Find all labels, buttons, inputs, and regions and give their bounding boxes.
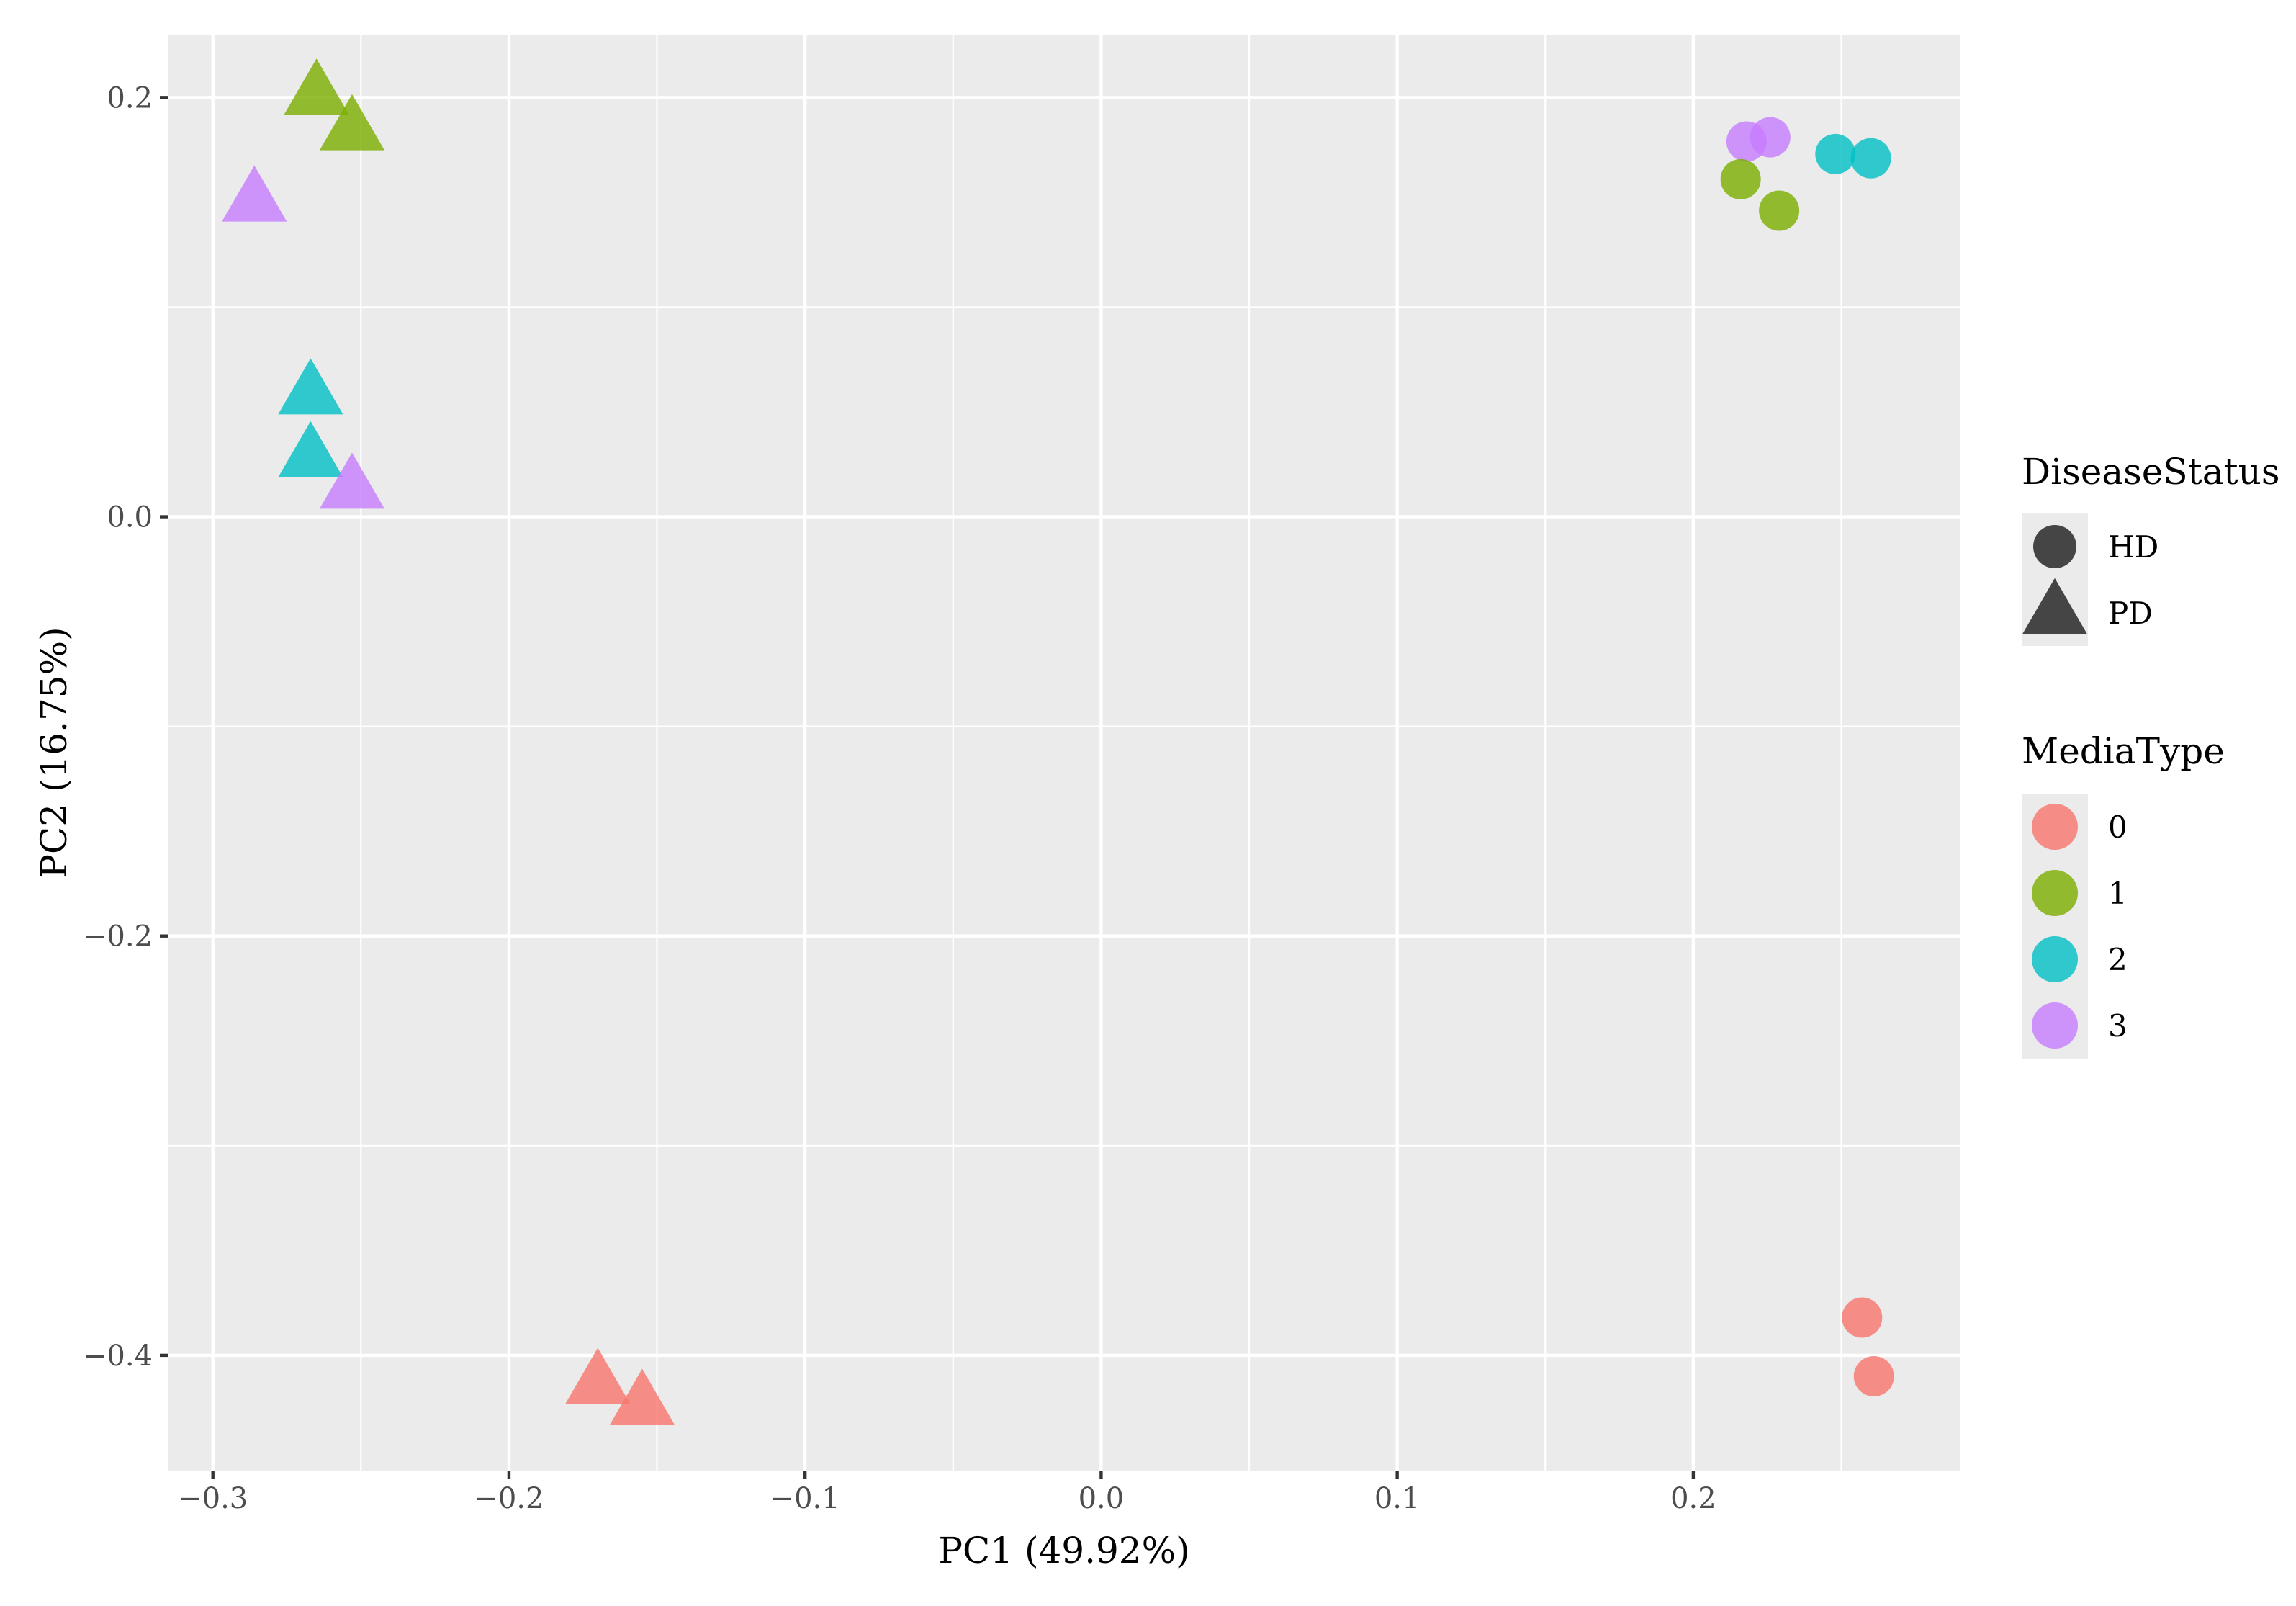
x-axis-title: PC1 (49.92%) — [938, 1530, 1189, 1571]
y-axis: −0.4 −0.2 0.0 0.2 — [83, 81, 168, 1373]
x-tick-label: −0.2 — [474, 1482, 544, 1515]
legend-key-swatch — [2032, 804, 2078, 850]
y-axis-title: PC2 (16.75%) — [33, 627, 75, 878]
x-tick-label: −0.3 — [178, 1482, 248, 1515]
y-tick-label: −0.2 — [83, 920, 153, 954]
x-tick-label: 0.2 — [1670, 1482, 1716, 1515]
point-triangle — [278, 421, 343, 477]
legend-key-swatch — [2032, 936, 2078, 982]
point-circle — [1759, 190, 1800, 231]
grid-major — [168, 35, 1960, 1471]
x-tick-label: 0.0 — [1079, 1482, 1125, 1515]
legend-key-swatch — [2032, 870, 2078, 916]
point-triangle — [222, 165, 287, 222]
legend-media-type-title: MediaType — [2022, 730, 2225, 772]
y-tick-label: 0.0 — [107, 501, 153, 534]
point-circle — [1750, 117, 1791, 158]
legend-label: PD — [2108, 596, 2153, 631]
point-triangle — [565, 1347, 631, 1404]
plot-panel — [168, 35, 1960, 1471]
legend-disease-status-title: DiseaseStatus — [2022, 451, 2280, 493]
point-triangle — [278, 358, 343, 415]
y-tick-label: −0.4 — [83, 1340, 153, 1373]
point-triangle — [609, 1368, 675, 1425]
y-tick-label: 0.2 — [107, 81, 153, 115]
legend-label: 0 — [2108, 809, 2128, 845]
point-triangle — [319, 94, 385, 151]
x-axis: −0.3 −0.2 −0.1 0.0 0.1 0.2 — [178, 1471, 1716, 1515]
point-triangle — [319, 452, 385, 509]
x-tick-label: 0.1 — [1374, 1482, 1421, 1515]
legend-label: 1 — [2108, 876, 2128, 911]
legend-label: 3 — [2108, 1008, 2128, 1044]
legend-key-circle — [2033, 525, 2076, 568]
legend-media-type: MediaType 0 1 2 3 — [2022, 730, 2225, 1059]
point-circle — [1850, 138, 1891, 179]
point-circle — [1853, 1356, 1894, 1397]
point-circle — [1815, 133, 1856, 174]
grid-minor — [168, 35, 1960, 1471]
point-circle — [1720, 158, 1761, 199]
x-tick-label: −0.1 — [770, 1482, 840, 1515]
legend-disease-status: DiseaseStatus HD PD — [2022, 451, 2280, 646]
point-triangle — [284, 58, 349, 115]
legend-label: 2 — [2108, 942, 2128, 977]
legend-label: HD — [2108, 529, 2158, 565]
legend-key-swatch — [2032, 1002, 2078, 1049]
point-circle — [1842, 1297, 1883, 1338]
data-points — [222, 58, 1894, 1425]
legend-key-triangle — [2022, 578, 2088, 634]
